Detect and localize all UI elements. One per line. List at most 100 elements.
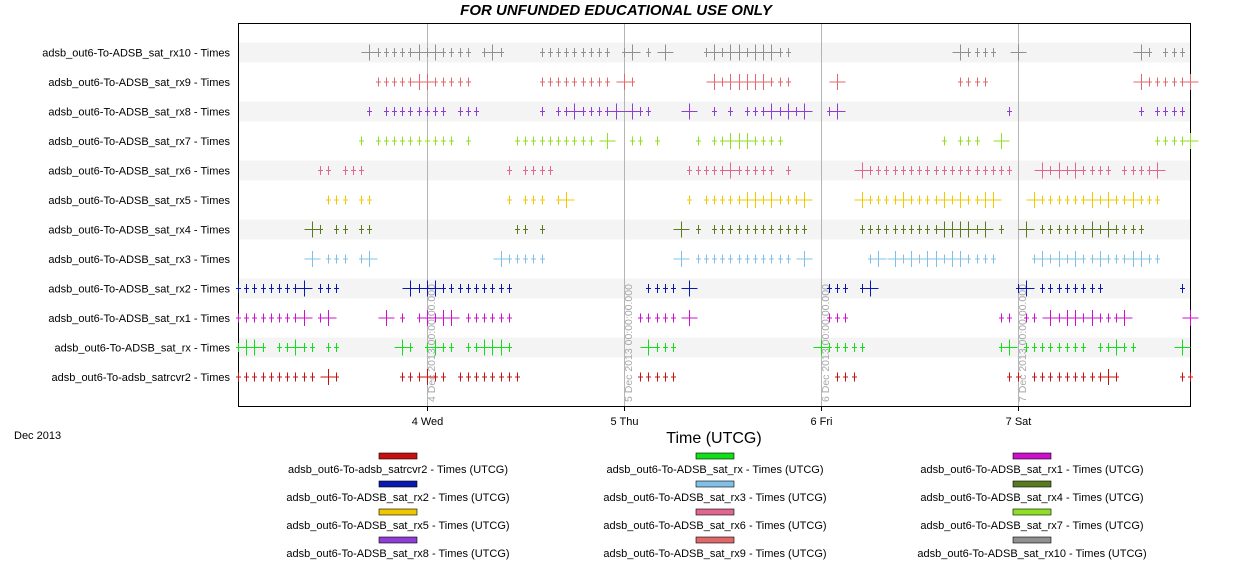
event-tick [860, 225, 865, 234]
event-tick [696, 225, 701, 234]
event-tick [1098, 343, 1103, 352]
series-marks [236, 339, 1191, 356]
event-tick [490, 313, 495, 323]
event-tick [1090, 166, 1095, 175]
event-tick [394, 339, 411, 356]
event-tick [1131, 166, 1136, 175]
series-label: adsb_out6-To-ADSB_sat_rx4 - Times [48, 225, 230, 237]
event-tick [523, 136, 528, 146]
event-tick [581, 77, 586, 87]
event-tick [474, 372, 479, 382]
event-tick [706, 74, 723, 90]
series-marks [326, 192, 1160, 208]
legend-entry: adsb_out6-To-ADSB_sat_rx1 - Times (UTCG) [920, 452, 1144, 476]
event-tick [786, 225, 791, 234]
event-tick [361, 251, 378, 267]
event-tick [983, 48, 988, 57]
event-tick [1180, 107, 1185, 116]
legend-swatch [695, 452, 735, 460]
series-marks [304, 251, 1160, 267]
event-tick [261, 284, 266, 293]
event-tick [392, 136, 397, 146]
gridline-date-label: 6 Dec 2013 00:00:00.000 [820, 284, 832, 402]
event-tick [747, 192, 764, 208]
event-tick [572, 77, 577, 87]
series-label: adsb_out6-To-ADSB_sat_rx5 - Times [48, 195, 230, 207]
event-tick [753, 166, 758, 175]
event-tick [870, 251, 887, 267]
event-tick [433, 136, 438, 146]
legend-swatch [695, 480, 735, 488]
x-axis-title: Time (UTCG) [666, 430, 761, 447]
event-tick [975, 166, 980, 175]
event-tick [296, 310, 313, 326]
event-tick [252, 284, 257, 293]
event-tick [531, 195, 536, 205]
event-tick [655, 372, 660, 382]
event-tick [893, 225, 898, 234]
period-label: Dec 2013 [14, 430, 61, 442]
event-tick [419, 369, 436, 385]
event-tick [1133, 74, 1150, 90]
event-tick [277, 313, 282, 323]
event-tick [1007, 107, 1012, 116]
event-tick [728, 107, 733, 116]
event-tick [624, 44, 641, 61]
event-tick [499, 313, 504, 323]
event-tick [558, 192, 575, 208]
event-tick [411, 44, 428, 61]
event-tick [1163, 136, 1168, 146]
event-tick [728, 225, 733, 234]
event-tick [392, 107, 397, 116]
event-tick [655, 284, 660, 293]
event-tick [1180, 284, 1185, 293]
event-tick [763, 44, 780, 61]
event-tick [952, 192, 969, 208]
event-tick [540, 166, 545, 175]
legend-swatch [378, 452, 418, 460]
event-tick [326, 254, 331, 264]
event-tick [326, 284, 331, 293]
event-tick [657, 44, 674, 61]
event-tick [474, 107, 479, 116]
event-tick [320, 369, 337, 385]
event-tick [277, 284, 282, 293]
event-tick [1182, 310, 1199, 326]
event-tick [343, 195, 348, 205]
series-label: adsb_out6-To-ADSB_sat_rx1 - Times [48, 313, 230, 325]
event-tick [564, 48, 569, 57]
event-tick [1057, 343, 1062, 352]
event-tick [835, 313, 840, 323]
event-tick [408, 136, 413, 146]
event-tick [244, 313, 249, 323]
event-tick [359, 166, 364, 175]
event-tick [466, 343, 471, 352]
event-tick [934, 166, 939, 175]
series-marks [236, 310, 1199, 326]
event-tick [663, 313, 668, 323]
event-tick [796, 192, 813, 208]
event-tick [466, 77, 471, 87]
series-label: adsb_out6-To-ADSB_sat_rx10 - Times [42, 48, 230, 60]
event-tick [466, 372, 471, 382]
series-marks [376, 74, 1199, 90]
event-tick [1016, 372, 1021, 382]
event-tick [419, 310, 436, 326]
event-tick [1147, 195, 1152, 205]
event-tick [417, 136, 422, 146]
legend-swatch [378, 508, 418, 516]
event-tick [673, 221, 690, 238]
legend-swatch [695, 508, 735, 516]
event-tick [991, 166, 996, 175]
event-tick [745, 254, 750, 264]
series-marks [304, 221, 1144, 238]
event-tick [515, 254, 520, 264]
event-tick [334, 254, 339, 264]
event-tick [359, 136, 364, 146]
event-tick [985, 192, 1002, 208]
event-tick [515, 372, 520, 382]
event-tick [326, 166, 331, 175]
event-tick [1122, 225, 1127, 234]
event-tick [755, 74, 772, 90]
event-tick [548, 136, 553, 146]
